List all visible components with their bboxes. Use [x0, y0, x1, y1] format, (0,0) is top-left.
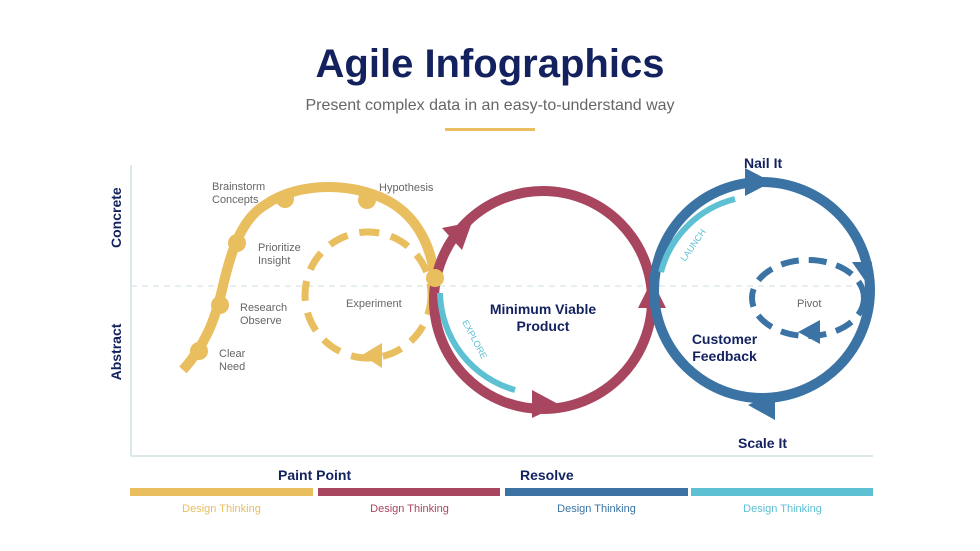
mvp-arrow-icon	[532, 390, 560, 418]
phase-bar-4	[691, 488, 873, 496]
axis-label-concrete: Concrete	[108, 187, 124, 248]
phase-bar-2	[318, 488, 500, 496]
label-resolve: Resolve	[520, 467, 574, 483]
label-experiment: Experiment	[346, 298, 402, 310]
label-research: Research Observe	[240, 302, 288, 327]
experiment-arrow-icon	[362, 343, 382, 368]
launch-arc	[658, 196, 736, 273]
label-clear: Clear Need	[219, 348, 246, 373]
stage-dots	[190, 190, 376, 360]
pivot-loop	[749, 257, 867, 339]
experiment-loop	[301, 228, 435, 362]
label-mvp: Minimum Viable Product	[489, 301, 597, 334]
phase-label-3: Design Thinking	[557, 503, 636, 515]
mvp-arrow-icon	[442, 222, 472, 250]
pivot-arrow-icon	[852, 262, 872, 285]
axis-label-abstract: Abstract	[108, 323, 124, 381]
label-feedback: Customer Feedback	[691, 331, 758, 364]
design-curve	[179, 182, 440, 374]
label-nail-it: Nail It	[744, 155, 783, 171]
scale-arrow-icon	[748, 392, 775, 420]
label-paint-point: Paint Point	[278, 467, 352, 483]
label-scale-it: Scale It	[738, 435, 788, 451]
phase-label-2: Design Thinking	[370, 503, 449, 515]
phase-label-4: Design Thinking	[743, 503, 822, 515]
label-prioritize: Prioritize Insight	[258, 242, 301, 267]
nail-arrow-icon	[745, 168, 772, 196]
phase-bar-1	[130, 488, 313, 496]
pivot-arrow-icon	[798, 320, 820, 344]
subtitle: Present complex data in an easy-to-under…	[305, 97, 675, 114]
gold-junction-dot	[426, 269, 444, 287]
page-title: Agile Infographics	[315, 42, 665, 86]
feedback-loop	[649, 177, 875, 403]
label-pivot: Pivot	[797, 298, 822, 310]
explore-arc	[437, 292, 516, 393]
label-brainstorm: Brainstorm Concepts	[212, 181, 266, 206]
title-underline	[445, 128, 535, 131]
phase-bar-3	[505, 488, 688, 496]
label-hypothesis: Hypothesis	[379, 182, 434, 194]
phase-label-1: Design Thinking	[182, 503, 261, 515]
